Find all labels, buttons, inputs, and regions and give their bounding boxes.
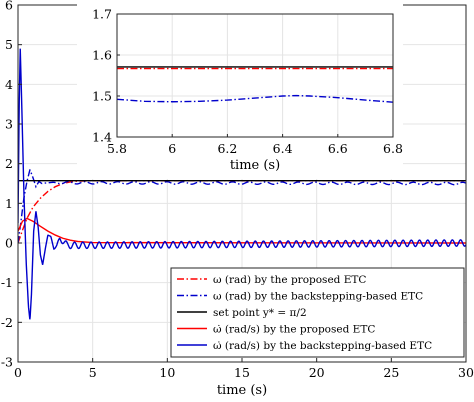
inset-plot: 5.8 6 6.2 6.4 6.6 6.8 1.4 1.5 1.6 1.7 time (s) <box>77 4 403 179</box>
inset-x-axis-label: time (s) <box>230 158 280 173</box>
y-tick-label: 3 <box>5 117 13 132</box>
inset-x-tick-label: 6.6 <box>328 141 348 156</box>
legend-label: ω̇ (rad/s) by the backstepping-based ETC <box>213 339 432 352</box>
inset-y-tick-label: 1.6 <box>92 48 112 63</box>
y-tick-label: 5 <box>5 37 13 52</box>
inset-y-tick-label: 1.4 <box>92 130 112 145</box>
inset-y-tick-label: 1.7 <box>92 7 112 22</box>
x-tick-label: 15 <box>234 365 250 380</box>
y-tick-label: 2 <box>5 156 13 171</box>
y-tick-label: 6 <box>5 0 13 13</box>
inset-x-tick-label: 6.4 <box>273 141 293 156</box>
x-tick-label: 5 <box>89 365 97 380</box>
inset-plot-area <box>117 14 393 137</box>
y-tick-label: -1 <box>1 275 13 290</box>
x-tick-label: 0 <box>14 365 22 380</box>
x-axis-label: time (s) <box>217 383 267 398</box>
x-tick-label: 10 <box>159 365 175 380</box>
inset-axes-box <box>116 13 394 138</box>
inset-series-line-2 <box>117 94 393 103</box>
series-line-1 <box>18 169 466 244</box>
legend-label: ω (rad) by the proposed ETC <box>213 274 366 286</box>
inset-x-tick-label: 6.8 <box>383 141 403 156</box>
inset-y-tick-label: 1.5 <box>92 89 112 104</box>
inset-ticks <box>116 13 394 138</box>
y-tick-label: 4 <box>5 77 13 92</box>
main-series <box>18 48 466 320</box>
inset-x-tick-label: 5.8 <box>107 141 127 156</box>
series-line-4 <box>18 48 466 320</box>
y-tick-label: 1 <box>5 196 13 211</box>
series-line-3 <box>18 217 466 244</box>
legend-label: set point y* = π/2 <box>213 307 307 319</box>
inset-series <box>117 66 393 103</box>
x-tick-label: 25 <box>383 365 399 380</box>
x-tick-label: 20 <box>309 365 325 380</box>
legend-label: ω̇ (rad/s) by the proposed ETC <box>213 322 375 335</box>
main-ticks <box>17 4 467 363</box>
y-tick-label: -3 <box>1 355 13 370</box>
inset-x-tick-label: 6.2 <box>217 141 237 156</box>
legend: ω (rad) by the proposed ETC ω (rad) by th… <box>170 267 465 358</box>
y-tick-label: -2 <box>1 315 13 330</box>
legend-label: ω (rad) by the backstepping-based ETC <box>213 290 423 302</box>
y-tick-label: 0 <box>5 236 13 251</box>
x-tick-label: 30 <box>458 365 474 380</box>
inset-x-tick-label: 6 <box>168 141 176 156</box>
legend-box <box>170 267 465 358</box>
